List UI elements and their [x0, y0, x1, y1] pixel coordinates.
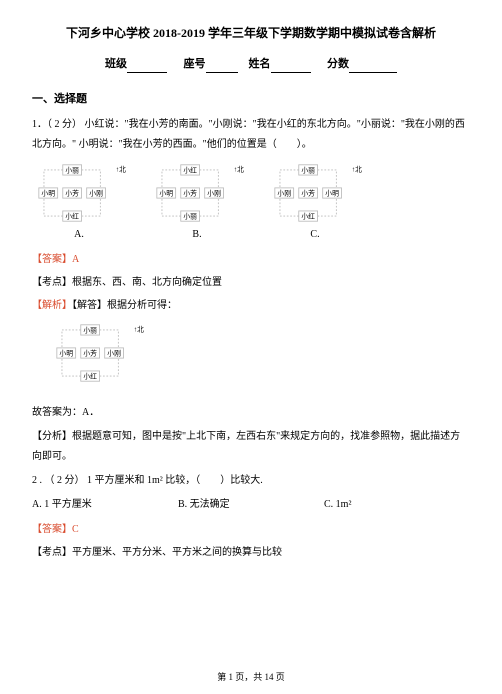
svg-text:小明: 小明	[325, 189, 339, 198]
svg-text:小红: 小红	[301, 212, 315, 221]
kaodian-text: 平方厘米、平方分米、平方米之间的换算与比较	[72, 547, 282, 558]
kaodian-label: 【考点】	[32, 277, 72, 288]
q2-a: A. 1 平方厘米	[32, 497, 178, 512]
seat-label: 座号	[184, 58, 206, 70]
seat-blank	[206, 61, 238, 73]
answer-value: A	[72, 254, 79, 265]
svg-text:小明: 小明	[59, 349, 73, 358]
q1-jiexi: 【解析】【解答】根据分析可得：	[32, 298, 470, 313]
score-blank	[349, 61, 397, 73]
q1-option-b: 小红 小明 小芳 小刚 小丽 ↑北 B.	[150, 161, 244, 242]
q2-stem: 2 . （ 2 分） 1 平方厘米和 1m² 比较，（ ）比较大.	[32, 471, 470, 491]
svg-text:小丽: 小丽	[183, 212, 197, 221]
q1-stem: 1．（ 2 分） 小红说："我在小芳的南面。"小刚说："我在小红的东北方向。"小…	[32, 115, 470, 155]
svg-text:小红: 小红	[83, 372, 97, 381]
q2-c: C. 1m²	[324, 497, 470, 512]
q2-kaodian: 【考点】平方厘米、平方分米、平方米之间的换算与比较	[32, 545, 470, 560]
answer-value: C	[72, 524, 79, 535]
answer-label: 【答案】	[32, 254, 72, 265]
q1-diagram-b: 小红 小明 小芳 小刚 小丽 ↑北	[150, 161, 244, 225]
class-blank	[127, 61, 167, 73]
q1-diagram-a: 小丽 小明 小芳 小刚 小红 ↑北	[32, 161, 126, 225]
section-heading: 一、选择题	[32, 91, 470, 108]
svg-text:小刚: 小刚	[107, 349, 121, 358]
kaodian-text: 根据东、西、南、北方向确定位置	[72, 277, 222, 288]
svg-text:↑北: ↑北	[234, 166, 244, 174]
svg-text:小芳: 小芳	[83, 349, 97, 358]
svg-text:小芳: 小芳	[183, 189, 197, 198]
jiexi-text: 【解答】根据分析可得：	[72, 300, 177, 311]
q2-options: A. 1 平方厘米 B. 无法确定 C. 1m²	[32, 497, 470, 512]
q1-fenxi: 【分析】根据题意可知，图中是按"上北下南，左西右东"来规定方向的，找准参照物，据…	[32, 427, 470, 467]
svg-text:小明: 小明	[159, 189, 173, 198]
page-title: 下河乡中心学校 2018-2019 学年三年级下学期数学期中模拟试卷含解析	[32, 24, 470, 42]
q1-b-label: B.	[192, 227, 201, 242]
q1-solution-diagram: 小丽 小明 小芳 小刚 小红 ↑北	[50, 321, 470, 393]
q1-diagram-c: 小丽 小刚 小芳 小明 小红 ↑北	[268, 161, 362, 225]
q1-option-c: 小丽 小刚 小芳 小明 小红 ↑北 C.	[268, 161, 362, 242]
q1-a-label: A.	[74, 227, 84, 242]
svg-text:↑北: ↑北	[352, 166, 362, 174]
class-label: 班级	[105, 58, 127, 70]
q2-b: B. 无法确定	[178, 497, 324, 512]
q1-options: 小丽 小明 小芳 小刚 小红 ↑北 A. 小红 小明 小芳 小刚 小丽 ↑北 B…	[32, 161, 470, 242]
svg-text:↑北: ↑北	[134, 326, 144, 334]
form-line: 班级 座号 姓名 分数	[32, 56, 470, 73]
svg-text:小芳: 小芳	[301, 189, 315, 198]
q1-kaodian: 【考点】根据东、西、南、北方向确定位置	[32, 275, 470, 290]
jiexi-label: 【解析】	[32, 300, 72, 311]
name-label: 姓名	[249, 58, 271, 70]
svg-text:小芳: 小芳	[65, 189, 79, 198]
kaodian-label: 【考点】	[32, 547, 72, 558]
answer-label: 【答案】	[32, 524, 72, 535]
svg-text:↑北: ↑北	[116, 166, 126, 174]
name-blank	[271, 61, 311, 73]
svg-text:小丽: 小丽	[65, 165, 79, 174]
svg-text:小刚: 小刚	[207, 189, 221, 198]
svg-text:小红: 小红	[183, 165, 197, 174]
q1-answer: 【答案】A	[32, 252, 470, 267]
svg-text:小刚: 小刚	[89, 189, 103, 198]
score-label: 分数	[327, 58, 349, 70]
svg-text:小丽: 小丽	[301, 165, 315, 174]
svg-text:小红: 小红	[65, 212, 79, 221]
page-footer: 第 1 页，共 14 页	[0, 671, 502, 685]
svg-text:小刚: 小刚	[277, 189, 291, 198]
svg-text:小丽: 小丽	[83, 325, 97, 334]
q2-answer: 【答案】C	[32, 522, 470, 537]
svg-text:小明: 小明	[41, 189, 55, 198]
q1-therefore: 故答案为：A．	[32, 403, 470, 423]
q1-c-label: C.	[310, 227, 319, 242]
q1-option-a: 小丽 小明 小芳 小刚 小红 ↑北 A.	[32, 161, 126, 242]
